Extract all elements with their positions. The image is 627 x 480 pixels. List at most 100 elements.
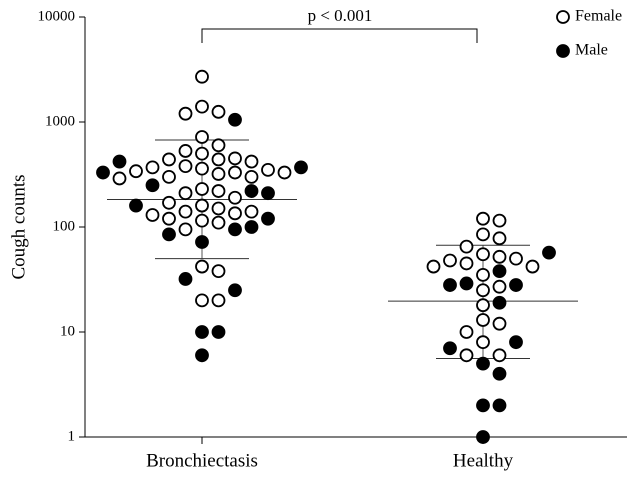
dot xyxy=(492,231,507,246)
dot xyxy=(459,256,474,271)
legend-marker xyxy=(556,10,570,24)
dot xyxy=(211,325,226,339)
dot xyxy=(492,316,507,331)
dot xyxy=(211,201,226,216)
dot xyxy=(195,146,209,161)
dot xyxy=(509,251,523,266)
dot xyxy=(228,151,242,166)
legend-marker xyxy=(556,44,570,58)
dot xyxy=(244,170,259,184)
dot xyxy=(195,130,209,144)
dot xyxy=(476,227,490,242)
dot xyxy=(178,159,193,174)
dot xyxy=(195,259,209,274)
dot xyxy=(476,283,490,298)
dot xyxy=(244,220,259,234)
dot xyxy=(162,170,176,184)
dot xyxy=(509,278,523,292)
dot xyxy=(211,184,226,198)
dot xyxy=(476,398,490,413)
dot xyxy=(129,164,143,179)
dot xyxy=(228,190,242,205)
y-tick-label: 1000 xyxy=(45,113,75,129)
dot xyxy=(178,272,193,286)
dot xyxy=(476,267,490,282)
dot xyxy=(476,313,490,327)
dot xyxy=(112,171,127,186)
significance-bracket xyxy=(201,28,478,43)
dot xyxy=(492,279,507,294)
dot xyxy=(492,213,507,228)
dot xyxy=(211,138,226,153)
dot xyxy=(195,198,209,213)
dot xyxy=(211,264,226,279)
dot xyxy=(476,211,490,226)
dot xyxy=(443,341,457,356)
dot xyxy=(476,247,490,262)
dot xyxy=(162,227,176,242)
y-tick-label: 10 xyxy=(60,323,75,339)
dot xyxy=(459,348,474,363)
dot xyxy=(443,253,457,268)
dot xyxy=(476,298,490,313)
y-tick-label: 10000 xyxy=(38,8,76,24)
dot xyxy=(476,335,490,350)
x-tick-label: Healthy xyxy=(453,450,514,471)
dot xyxy=(211,215,226,230)
y-axis-label: Cough counts xyxy=(8,174,29,279)
dot xyxy=(162,195,176,210)
dot xyxy=(195,293,209,308)
dot xyxy=(178,144,193,158)
dot xyxy=(244,204,259,219)
dot xyxy=(178,204,193,219)
x-tick-label: Bronchiectasis xyxy=(146,450,258,471)
dot xyxy=(492,348,507,363)
dot xyxy=(459,239,474,254)
dot xyxy=(145,178,160,193)
dot xyxy=(178,222,193,237)
dot xyxy=(492,295,507,310)
dot xyxy=(476,356,490,371)
dot xyxy=(145,160,160,175)
dot xyxy=(443,278,457,292)
dot xyxy=(492,366,507,381)
dot xyxy=(228,206,242,221)
dot xyxy=(228,112,242,127)
dot xyxy=(162,211,176,226)
dot xyxy=(211,167,226,181)
dot xyxy=(261,162,275,177)
dot xyxy=(96,165,110,180)
dot xyxy=(162,152,176,167)
legend-label: Female xyxy=(575,8,622,25)
dot xyxy=(492,398,507,413)
dot xyxy=(261,211,275,226)
dot xyxy=(145,208,160,222)
dot xyxy=(211,293,226,308)
dot xyxy=(195,99,209,114)
y-tick-label: 100 xyxy=(53,218,76,234)
dot xyxy=(195,213,209,228)
dot xyxy=(492,264,507,279)
dot xyxy=(178,106,193,121)
dot xyxy=(525,259,540,274)
dot xyxy=(228,165,242,180)
dot xyxy=(228,283,242,298)
dot xyxy=(244,184,259,198)
dot xyxy=(228,222,242,237)
y-tick-label: 1 xyxy=(68,428,76,444)
dot xyxy=(211,104,226,119)
dot xyxy=(195,325,209,339)
dot xyxy=(261,186,275,201)
dot xyxy=(277,165,292,180)
dot xyxy=(195,161,209,176)
legend-label: Male xyxy=(575,42,608,59)
dot xyxy=(195,235,209,249)
dot xyxy=(244,154,259,169)
dot xyxy=(542,245,556,260)
annotation: p < 0.001 xyxy=(308,6,373,25)
dot xyxy=(195,69,209,84)
dot xyxy=(294,160,308,175)
dot xyxy=(195,348,209,363)
dot xyxy=(459,276,474,291)
